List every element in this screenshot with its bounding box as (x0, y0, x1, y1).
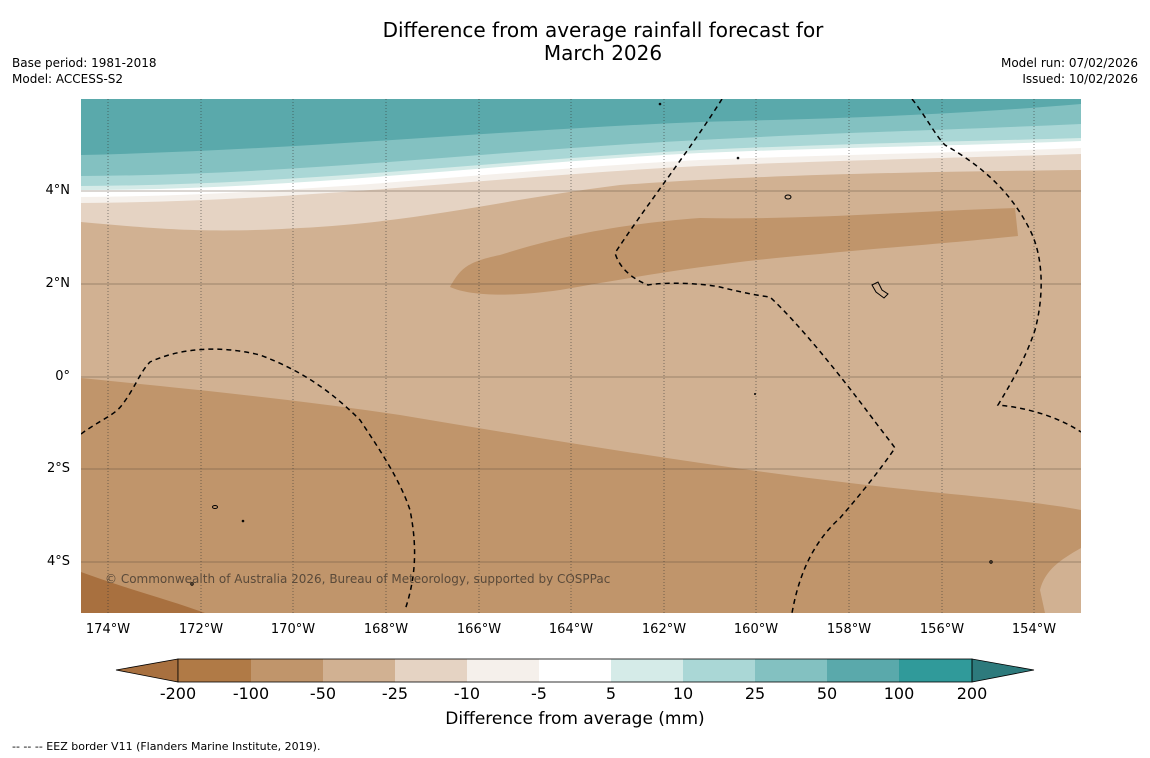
title-line-1: Difference from average rainfall forecas… (382, 18, 824, 42)
lon-label-156w: 156°W (919, 622, 965, 637)
band-minus100-south (81, 378, 1081, 613)
model-run: Model run: 07/02/2026 (1000, 56, 1138, 70)
lon-label-172w: 172°W (178, 622, 224, 637)
colorbar-bin-4 (395, 659, 467, 682)
base-period: Base period: 1981-2018 (12, 56, 157, 70)
colorbar-bin-1 (178, 659, 251, 682)
lat-label-4n: 4°N (45, 183, 71, 198)
meta-left: Base period: 1981-2018 Model: ACCESS-S2 (12, 55, 157, 87)
colorbar-bin-6 (539, 659, 611, 682)
lon-label-158w: 158°W (826, 622, 872, 637)
band-minus200-corner (81, 572, 205, 613)
title-line-2: March 2026 (543, 41, 663, 65)
lon-label-162w: 162°W (641, 622, 687, 637)
colorbar-tick: 10 (672, 684, 694, 703)
colorbar-bin-7 (611, 659, 683, 682)
colorbar-tick: 25 (744, 684, 766, 703)
colorbar-tick: -5 (531, 684, 547, 703)
colorbar-tick: -200 (159, 684, 197, 703)
lon-label-166w: 166°W (456, 622, 502, 637)
colorbar-tick: 100 (883, 684, 915, 703)
colorbar-bin-9 (755, 659, 827, 682)
graticule (81, 190, 1081, 563)
lon-label-174w: 174°W (85, 622, 131, 637)
islands (190, 102, 993, 586)
lat-label-0: 0° (55, 369, 70, 384)
eez-legend: -- -- -- EEZ border V11 (Flanders Marine… (12, 740, 321, 753)
lat-label-2s: 2°S (46, 461, 70, 476)
colorbar-bin-2 (251, 659, 323, 682)
meta-right: Model run: 07/02/2026 Issued: 10/02/2026 (1001, 55, 1138, 87)
colorbar-tick: 50 (816, 684, 838, 703)
lon-label-160w: 160°W (733, 622, 779, 637)
lon-label-170w: 170°W (270, 622, 316, 637)
colorbar-tick: 200 (956, 684, 988, 703)
lon-label-164w: 164°W (548, 622, 594, 637)
colorbar-bin-11 (899, 659, 972, 682)
chart-title: Difference from average rainfall forecas… (0, 19, 1150, 65)
model-name: Model: ACCESS-S2 (12, 72, 124, 86)
map-layers (81, 99, 1081, 613)
lon-label-168w: 168°W (363, 622, 409, 637)
colorbar-tick: -25 (381, 684, 409, 703)
colorbar-bin-3 (323, 659, 395, 682)
colorbar-frame (177, 658, 973, 683)
colorbar-extend-high (971, 658, 1035, 683)
lat-label-4s: 4°S (46, 554, 70, 569)
colorbar-tick: -10 (453, 684, 481, 703)
colorbar-bin-5 (467, 659, 539, 682)
lat-label-2n: 2°N (45, 276, 71, 291)
colorbar-extend-low (115, 658, 179, 683)
issued-date: Issued: 10/02/2026 (1022, 72, 1138, 86)
colorbar-bin-10 (827, 659, 899, 682)
colorbar-title: Difference from average (mm) (445, 709, 705, 729)
colorbar (115, 658, 1035, 683)
copyright-notice: © Commonwealth of Australia 2026, Bureau… (105, 572, 611, 586)
lon-label-154w: 154°W (1011, 622, 1057, 637)
blob-minus100 (450, 208, 1018, 295)
colorbar-tick: -100 (232, 684, 270, 703)
eez-borders (81, 99, 1081, 613)
colorbar-bin-8 (683, 659, 755, 682)
colorbar-tick: 5 (605, 684, 617, 703)
colorbar-tick: -50 (309, 684, 337, 703)
